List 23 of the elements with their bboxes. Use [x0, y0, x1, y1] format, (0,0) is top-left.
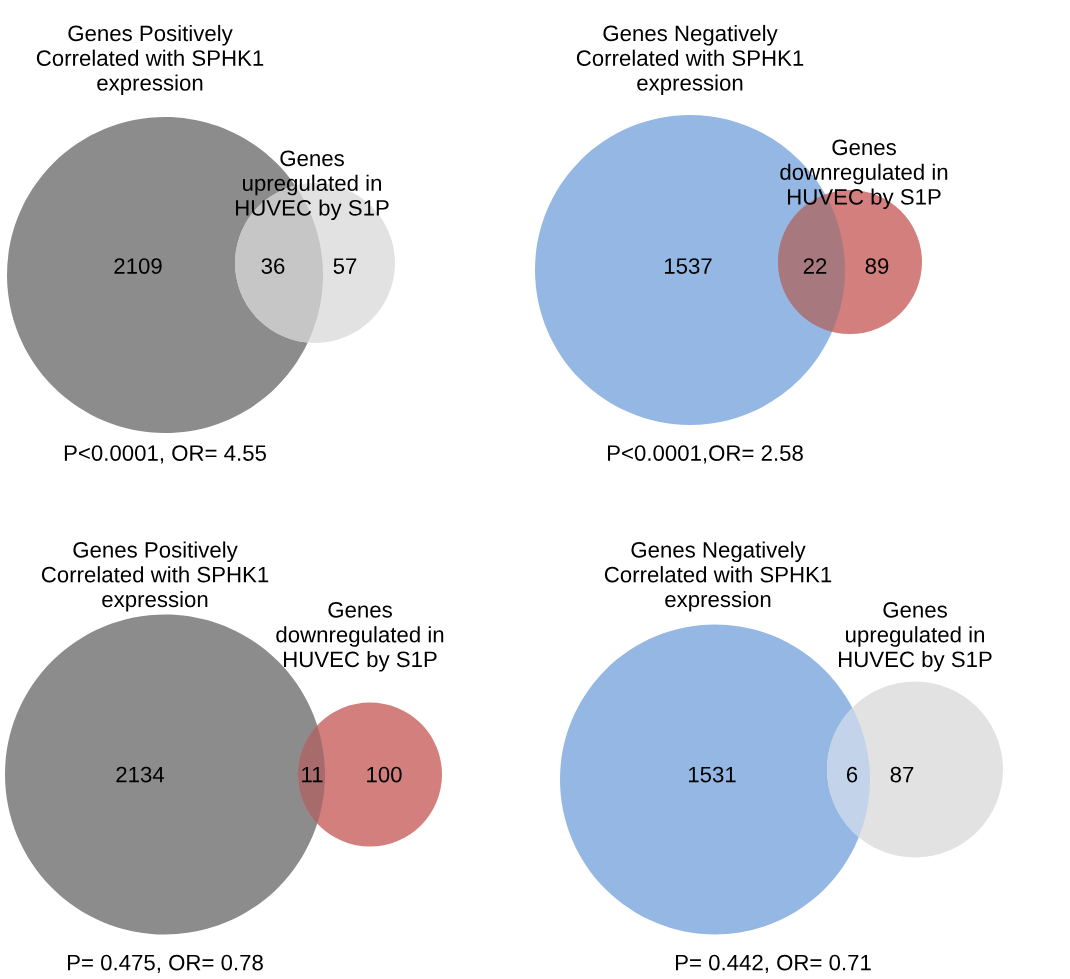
data-label: 6 [846, 766, 858, 783]
data-label: 2134 [116, 766, 165, 783]
text: P= 0.475, OR= 0.78 [67, 954, 263, 974]
category-label: Genes Negatively Correlated with SPHK1 expression [576, 24, 804, 96]
data-label: 100 [367, 766, 402, 783]
category-label: Genes downregulated in HUVEC by S1P [276, 601, 444, 672]
data-label: 89 [865, 258, 889, 274]
data-label: 22 [803, 258, 827, 274]
data-label: 87 [890, 766, 914, 783]
data-label: 36 [261, 258, 285, 274]
category-label: Genes upregulated in HUVEC by S1P [839, 601, 992, 672]
data-label: 1537 [664, 258, 712, 274]
category-label: Genes upregulated in HUVEC by S1P [236, 150, 389, 221]
data-label: 57 [333, 258, 357, 274]
category-label: Genes Positively Correlated with SPHK1 expression [36, 24, 264, 96]
data-label: 2109 [114, 258, 162, 274]
text: P<0.0001, OR= 4.55 [64, 445, 266, 464]
text: P= 0.442, OR= 0.71 [675, 954, 871, 974]
category-label: Genes Positively Correlated with SPHK1 expression [41, 541, 269, 612]
text: P<0.0001,OR= 2.58 [607, 445, 803, 464]
data-label: 11 [302, 766, 323, 783]
category-label: Genes Negatively Correlated with SPHK1 expression [604, 541, 832, 612]
data-label: 1531 [688, 766, 736, 783]
